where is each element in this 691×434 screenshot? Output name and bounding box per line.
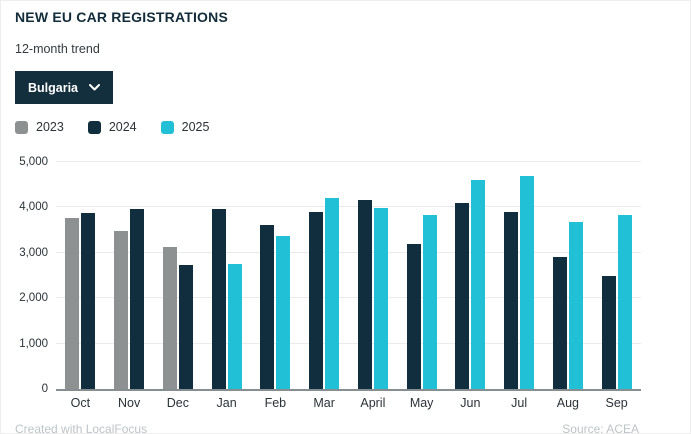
bar-2024-Sep[interactable] — [601, 275, 616, 389]
credit-text: Created with LocalFocus — [15, 422, 148, 434]
x-tick-label-Sep: Sep — [605, 396, 628, 410]
y-tick-label: 5,000 — [19, 156, 48, 168]
legend-item-2023[interactable]: 2023 — [15, 120, 64, 134]
chart-subtitle: 12-month trend — [15, 42, 100, 56]
source-text: Source: ACEA — [562, 422, 639, 434]
bar-2024-Jul[interactable] — [504, 211, 519, 389]
legend-label: 2025 — [181, 120, 210, 134]
legend-swatch — [160, 120, 174, 134]
bar-2025-Sep[interactable] — [617, 215, 632, 389]
bar-2024-Aug[interactable] — [552, 256, 567, 389]
bar-groups — [56, 162, 641, 389]
bar-group-Dec — [154, 162, 203, 389]
bar-2025-Jul[interactable] — [520, 175, 535, 389]
bar-2024-Jun[interactable] — [455, 202, 470, 389]
bar-2025-Mar[interactable] — [325, 197, 340, 389]
gridline — [56, 206, 641, 208]
gridline — [56, 161, 641, 162]
bar-2024-Oct[interactable] — [81, 213, 96, 389]
bar-2024-April[interactable] — [357, 199, 372, 389]
bar-group-Oct — [56, 162, 105, 389]
x-tick-label-Mar: Mar — [313, 396, 335, 410]
bar-group-Jan — [202, 162, 251, 389]
country-dropdown[interactable]: Bulgaria — [15, 71, 114, 104]
bar-group-Nov — [105, 162, 154, 389]
bar-group-Mar — [300, 162, 349, 389]
page-title: NEW EU CAR REGISTRATIONS — [15, 9, 228, 25]
bar-2024-Feb[interactable] — [260, 224, 275, 389]
legend-item-2025[interactable]: 2025 — [160, 120, 210, 134]
bar-2025-May[interactable] — [422, 214, 437, 389]
x-axis-labels: Oct Nov Dec Jan Feb Mar April May Jun Jul Aug Sep — [56, 396, 641, 410]
bar-group-Jun — [446, 162, 495, 389]
legend-swatch — [87, 120, 101, 134]
legend-label: 2024 — [108, 120, 137, 134]
x-tick-label-May: May — [409, 396, 434, 410]
bar-group-May — [397, 162, 446, 389]
x-tick-label-Oct: Oct — [70, 396, 91, 410]
chevron-down-icon — [89, 84, 101, 91]
x-tick-label-Dec: Dec — [166, 396, 189, 410]
legend-label: 2023 — [36, 120, 64, 134]
bar-group-April — [349, 162, 398, 389]
legend-swatch — [15, 120, 28, 134]
bar-2023-Nov[interactable] — [114, 231, 129, 389]
bar-2025-Jan[interactable] — [227, 263, 242, 389]
bar-group-Aug — [544, 162, 593, 389]
chart-legend: 2023 2024 2025 — [15, 120, 209, 134]
bar-2023-Oct[interactable] — [65, 218, 80, 389]
bar-2025-Aug[interactable] — [568, 222, 583, 389]
bar-2024-Jan[interactable] — [211, 209, 226, 389]
gridline — [56, 297, 641, 299]
bar-2024-Mar[interactable] — [309, 211, 324, 389]
bar-2023-Dec[interactable] — [162, 246, 177, 389]
x-tick-label-Feb: Feb — [264, 396, 287, 410]
bar-group-Feb — [251, 162, 300, 389]
x-tick-label-Jan: Jan — [216, 396, 237, 410]
legend-item-2024[interactable]: 2024 — [87, 120, 137, 134]
x-tick-label-Jun: Jun — [460, 396, 481, 410]
bar-2025-April[interactable] — [373, 208, 388, 389]
y-tick-label: 4,000 — [19, 201, 48, 214]
y-tick-label: 0 — [41, 383, 48, 395]
plot-area — [56, 161, 641, 391]
x-tick-label-Jul: Jul — [511, 396, 528, 410]
bar-2024-Nov[interactable] — [130, 209, 145, 389]
bar-group-Sep — [592, 162, 641, 389]
bar-2025-Feb[interactable] — [276, 236, 291, 389]
y-tick-label: 3,000 — [19, 246, 48, 259]
bar-2024-Dec[interactable] — [178, 265, 193, 389]
x-tick-label-April: April — [360, 396, 386, 410]
country-dropdown-value: Bulgaria — [28, 80, 79, 95]
x-tick-label-Aug: Aug — [556, 396, 579, 410]
x-tick-label-Nov: Nov — [118, 396, 141, 410]
gridline — [56, 251, 641, 253]
gridline — [56, 342, 641, 344]
y-tick-label: 2,000 — [19, 292, 48, 305]
bar-2025-Jun[interactable] — [471, 179, 486, 389]
bar-group-Jul — [495, 162, 544, 389]
bar-2024-May[interactable] — [406, 244, 421, 389]
y-axis-labels: 0 1,000 2,000 3,000 4,000 5,000 — [1, 156, 48, 395]
y-tick-label: 1,000 — [19, 337, 48, 350]
